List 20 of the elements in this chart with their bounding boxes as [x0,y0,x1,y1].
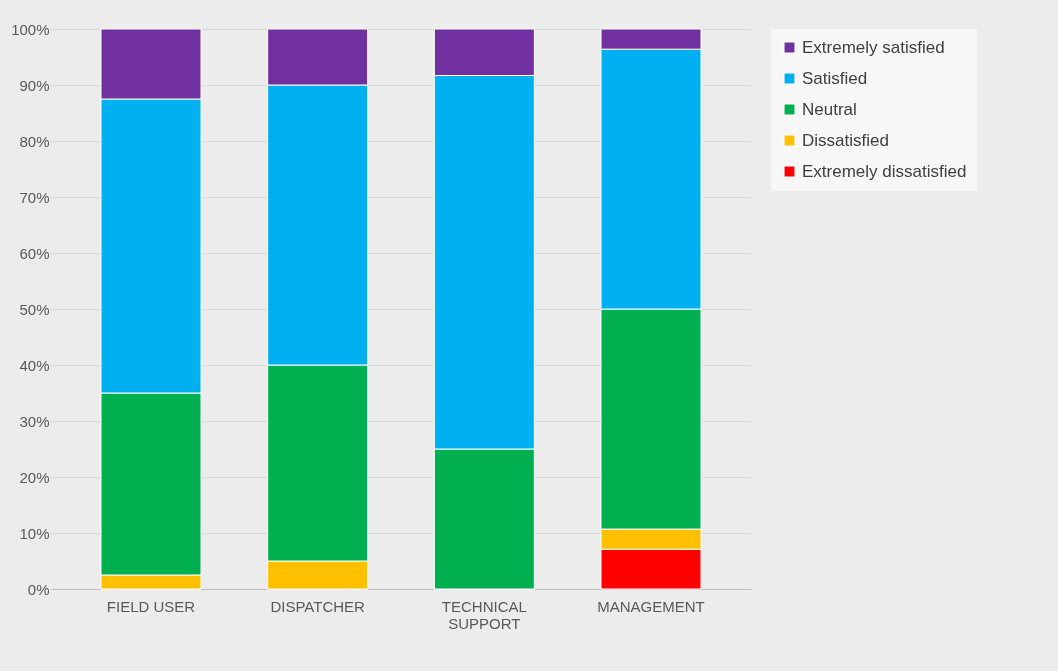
y-tick-label: 60% [19,244,50,262]
x-tick-label: FIELD USER [106,597,196,615]
legend-label: Satisfied [802,68,868,88]
y-tick-label: 20% [19,468,50,486]
y-tick-label: 40% [19,356,50,374]
legend-label: Extremely dissatisfied [802,161,967,181]
x-tick-label: DISPATCHER [270,597,366,615]
legend-label: Extremely satisfied [802,37,945,57]
legend-label: Dissatisfied [802,130,889,150]
y-tick-label: 80% [19,132,50,150]
y-tick-label: 0% [27,580,50,598]
legend-label: Neutral [802,99,857,119]
y-tick-label: 70% [19,188,50,206]
y-tick-label: 100% [11,20,50,38]
y-tick-label: 30% [19,412,50,430]
x-tick-label: TECHNICAL SUPPORT [441,597,527,632]
y-tick-label: 10% [19,524,50,542]
y-tick-label: 50% [19,300,50,318]
y-tick-label: 90% [19,76,50,94]
x-tick-label: MANAGEMENT [597,597,705,615]
